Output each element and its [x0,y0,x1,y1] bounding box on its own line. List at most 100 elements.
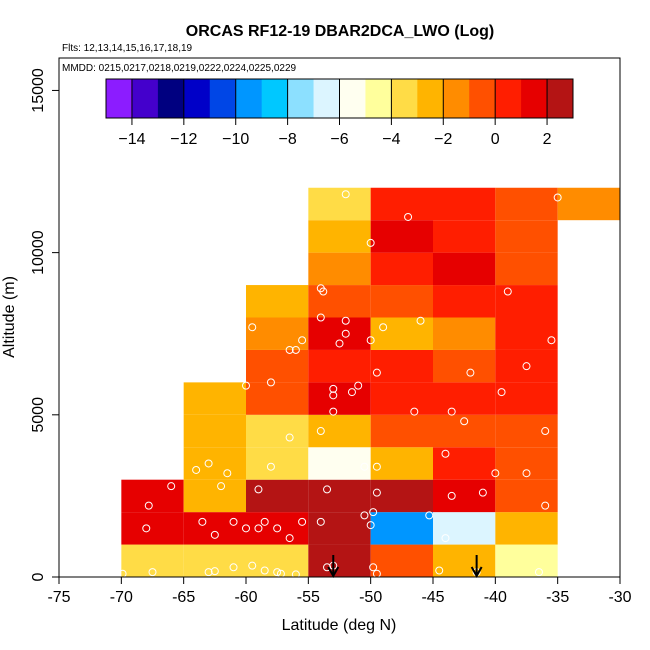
sample-point [410,407,419,416]
heatmap-cell [308,414,371,448]
sample-point [541,501,550,510]
colorbar-swatch [131,79,159,118]
flights-note: Flts: 12,13,14,15,16,17,18,19 [62,43,193,54]
colorbar-swatch [157,79,185,118]
heatmap-cell [183,512,246,545]
heatmap-cell [246,414,309,448]
sample-point [329,384,338,393]
sample-point [447,407,456,416]
colorbar: −14 −12 −10 −8 −6 −4 −2 0 2 [105,78,574,148]
sample-point [167,482,176,491]
colorbar-swatch [391,79,418,118]
heatmap-cell [183,479,246,513]
sample-point [266,378,275,387]
heatmap-cell [308,285,371,318]
sample-point [260,566,269,575]
sample-point [360,462,369,471]
heatmap-cell [495,285,558,318]
sample-point [534,568,543,577]
heatmap-cell [246,349,309,383]
sample-point [248,323,257,332]
colorbar-swatch [417,79,444,118]
heatmap-cell [495,349,558,383]
colorbar-swatch [495,79,522,118]
heatmap-cells [121,187,620,577]
sample-point [372,488,381,497]
sample-point [404,212,413,221]
arrow-marker [327,555,340,579]
colorbar-swatch [287,79,315,118]
heatmap-cell [495,382,558,415]
sample-point [254,524,263,533]
heatmap-cell [246,512,309,545]
heatmap-cell [370,187,433,221]
arrow-head [327,566,340,579]
sample-point [260,517,269,526]
sample-point [298,517,307,526]
sample-point [541,427,550,436]
sample-point [425,511,434,520]
arrow-marker [470,555,483,579]
colorbar-swatch [183,79,211,118]
heatmap-cell [308,447,371,480]
sample-point [210,530,219,539]
sample-point [372,462,381,471]
sample-point [285,534,294,543]
heatmap-cell [370,349,433,383]
colorbar-swatch [261,79,289,118]
heatmap-cell [433,349,496,383]
sample-point [316,517,325,526]
heatmap-cell [495,252,558,286]
heatmap-cell [370,447,433,480]
y-axis: 0 5000 10000 15000 [30,68,59,581]
sample-point [242,524,250,533]
sample-point [254,485,263,494]
heatmap-cell [246,317,309,350]
heatmap-cell [308,187,371,221]
heatmap-cell [246,447,309,480]
sample-point [316,313,325,322]
colorbar-swatch [339,79,366,118]
x-tick-label: -60 [234,589,257,606]
mmdd-note: MMDD: 0215,0217,0218,0219,0222,0224,0225… [62,63,297,74]
sample-point [497,388,506,397]
sample-point [210,567,219,576]
colorbar-tick-label: −14 [118,131,145,148]
heatmap-cell [370,382,433,415]
sample-point [229,563,238,572]
sample-point [354,381,363,390]
colorbar-tick-label: −6 [330,131,348,148]
x-tick-label: -75 [47,589,70,606]
chart-title: ORCAS RF12-19 DBAR2DCA_LWO (Log) [186,23,494,40]
sample-point [291,570,300,579]
y-axis-label: Altitude (m) [1,276,18,358]
heatmap-cell [370,479,433,513]
sample-point [198,517,207,526]
sample-point [323,485,332,494]
heatmap-cell [433,187,496,221]
sample-point [229,517,238,526]
sample-point [217,482,226,491]
heatmap-cell [246,382,309,415]
x-axis-label: Latitude (deg N) [282,617,397,634]
sample-point [223,469,232,478]
sample-point [285,433,294,442]
x-tick-label: -45 [421,589,444,606]
colorbar-tick-label: −12 [170,131,197,148]
heatmap-cell [246,479,309,513]
y-tick-label: 15000 [30,68,47,113]
sample-point [316,427,325,436]
heatmap-cell [495,447,558,480]
sample-point [522,469,531,478]
heatmap-cell [495,220,558,253]
sample-point [366,238,375,247]
heatmap-cell [308,382,371,415]
heatmap-cell [495,544,558,577]
heatmap-cell [308,349,371,383]
sample-point [366,336,375,345]
x-tick-label: -65 [172,589,195,606]
heatmap-cell [433,544,496,577]
colorbar-tick-label: 0 [491,131,500,148]
colorbar-tick-label: 2 [543,131,552,148]
sample-point [369,563,378,572]
